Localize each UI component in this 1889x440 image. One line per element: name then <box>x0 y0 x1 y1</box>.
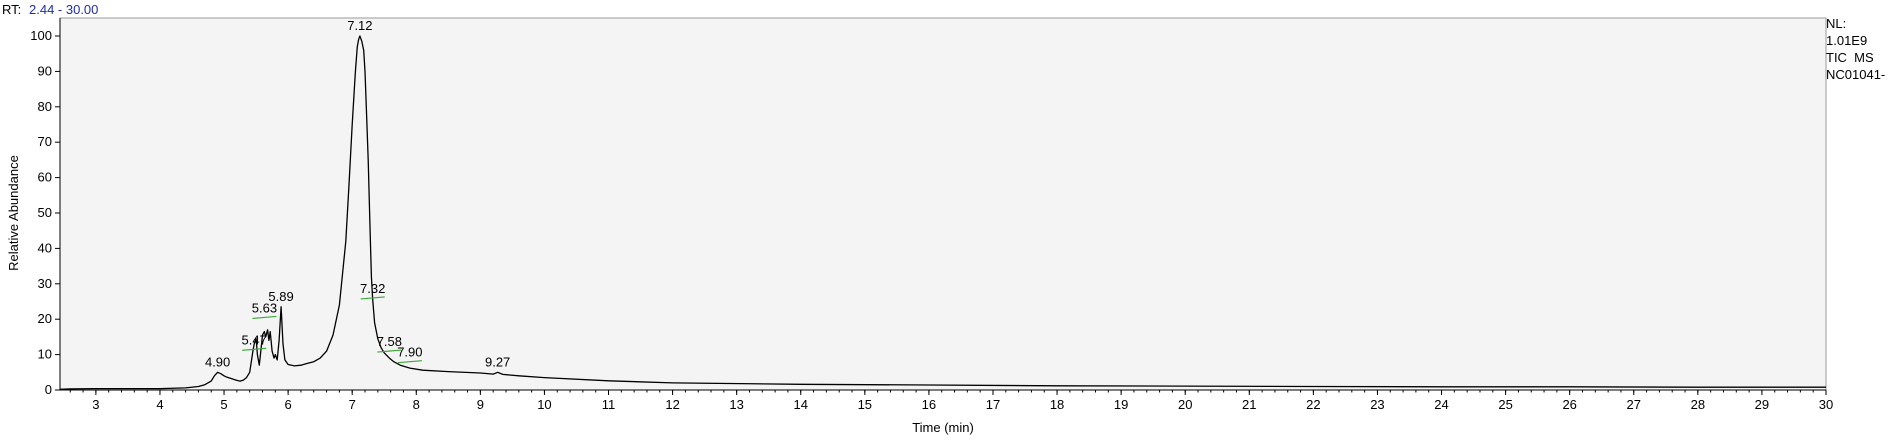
x-tick-label: 21 <box>1242 397 1256 412</box>
x-axis-title: Time (min) <box>912 420 974 435</box>
x-tick-label: 10 <box>537 397 551 412</box>
peak-label: 4.90 <box>205 354 230 369</box>
scan-type-label: TIC MS <box>1826 50 1874 65</box>
y-axis: 0 10 20 30 40 50 60 70 80 90 100 <box>30 18 61 397</box>
series-layer <box>59 35 1826 390</box>
y-axis-title: Relative Abundance <box>6 155 21 271</box>
peak-label: 5.47 <box>242 332 267 347</box>
peak-label: 7.12 <box>347 18 372 33</box>
y-tick-label: 40 <box>38 240 52 255</box>
peak-label: 5.89 <box>268 289 293 304</box>
y-tick-label: 70 <box>38 134 52 149</box>
x-tick-label: 8 <box>413 397 420 412</box>
peak-baseline-marker <box>242 347 267 351</box>
tic-trace-line <box>59 35 1826 390</box>
x-tick-label: 6 <box>285 397 292 412</box>
y-tick-label: 90 <box>38 63 52 78</box>
x-tick-label: 11 <box>602 397 616 412</box>
peak-label: 7.90 <box>397 345 422 360</box>
x-tick-label: 4 <box>156 397 163 412</box>
x-tick-label: 13 <box>729 397 743 412</box>
x-tick-label: 3 <box>92 397 99 412</box>
x-tick-label: 20 <box>1178 397 1192 412</box>
x-tick-label: 23 <box>1370 397 1384 412</box>
y-tick-label: 100 <box>30 28 52 43</box>
x-tick-label: 5 <box>220 397 227 412</box>
x-tick-label: 26 <box>1562 397 1576 412</box>
x-tick-label: 24 <box>1434 397 1448 412</box>
x-tick-label: 12 <box>665 397 679 412</box>
rt-range-label: 2.44 - 30.00 <box>29 2 98 17</box>
x-tick-label: 15 <box>858 397 872 412</box>
y-tick-label: 50 <box>38 205 52 220</box>
peak-label: 7.58 <box>377 334 402 349</box>
peak-baseline-marker <box>397 360 422 364</box>
plot-area <box>59 17 1827 391</box>
y-tick-label: 80 <box>38 99 52 114</box>
x-tick-label: 27 <box>1627 397 1641 412</box>
x-tick-label: 16 <box>922 397 936 412</box>
y-tick-label: 0 <box>45 382 52 397</box>
x-tick-label: 25 <box>1498 397 1512 412</box>
x-tick-label: 17 <box>986 397 1000 412</box>
x-tick-label: 18 <box>1050 397 1064 412</box>
peak-label: 9.27 <box>485 354 510 369</box>
x-tick-label: 7 <box>349 397 356 412</box>
peak-baseline-marker <box>252 315 277 320</box>
sample-name-label: NC01041- <box>1826 67 1885 82</box>
x-tick-label: 30 <box>1819 397 1833 412</box>
peak-labels: 4.90 5.47 5.635.89 7.12 7.32 7.587.90 9.27 <box>205 18 510 369</box>
peak-baseline-marker <box>360 296 385 300</box>
x-tick-label: 28 <box>1691 397 1705 412</box>
x-tick-label: 19 <box>1114 397 1128 412</box>
nl-value: 1.01E9 <box>1826 33 1867 48</box>
nl-label: NL: <box>1826 16 1846 31</box>
x-tick-label: 14 <box>794 397 808 412</box>
peak-baseline-marker <box>377 349 402 353</box>
x-tick-label: 22 <box>1306 397 1320 412</box>
rt-prefix-label: RT: <box>2 2 21 17</box>
x-axis: 3 4 5 6 7 8 9 10 11 12 13 14 15 16 17 18 19 20 21 22 23 24 25 2… <box>60 389 1833 412</box>
x-tick-label: 9 <box>477 397 484 412</box>
y-tick-label: 60 <box>38 170 52 185</box>
y-tick-label: 20 <box>38 311 52 326</box>
y-tick-label: 10 <box>38 347 52 362</box>
x-tick-label: 29 <box>1755 397 1769 412</box>
y-tick-label: 30 <box>38 276 52 291</box>
peak-label: 5.63 <box>252 300 277 315</box>
peak-label: 7.32 <box>360 281 385 296</box>
